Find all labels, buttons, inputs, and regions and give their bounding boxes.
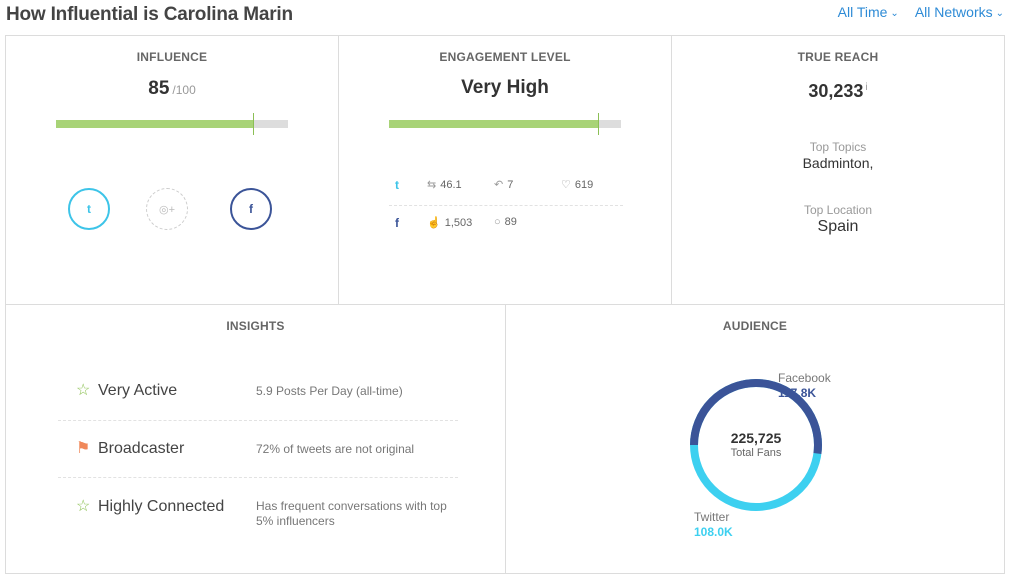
like-stat: ♡ 619 (561, 178, 594, 192)
facebook-engagement-row: f ☝ 1,503 ○ 89 (389, 209, 623, 239)
influence-progress-fill (56, 120, 254, 128)
like-count: 619 (574, 178, 594, 191)
instagram-network-button[interactable]: ◎+ (146, 188, 188, 230)
audience-donut-chart: 225,725 Total Fans (690, 379, 822, 511)
comment-icon: ○ (494, 216, 501, 228)
twitter-network-button[interactable]: t (68, 188, 110, 230)
fb-like-count: 1,503 (444, 216, 473, 229)
insight-desc: 72% of tweets are not original (256, 442, 415, 456)
true-reach-card: TRUE REACH 30,233 i Top Topics Badminton,… (671, 35, 1005, 305)
influence-progress-marker (253, 113, 255, 135)
info-icon[interactable]: i (865, 82, 868, 93)
filter-bar: All Time ⌄ All Networks ⌄ (838, 4, 1004, 20)
twitter-audience-label: Twitter (694, 510, 730, 524)
facebook-audience-value: 117.8K (778, 386, 817, 400)
retweet-count: 46.1 (440, 178, 462, 191)
twitter-icon: t (395, 178, 399, 192)
influence-title: INFLUENCE (136, 50, 208, 64)
top-topics-label: Top Topics (809, 140, 867, 154)
true-reach-value: 30,233 (808, 81, 864, 101)
engagement-card: ENGAGEMENT LEVEL Very High t ⇆ 46.1 ↶ 7 … (338, 35, 672, 305)
twitter-engagement-row: t ⇆ 46.1 ↶ 7 ♡ 619 (389, 171, 623, 201)
twitter-icon: t (87, 202, 91, 216)
insights-card: INSIGHTS ☆ Very Active 5.9 Posts Per Day… (5, 304, 506, 574)
influence-card: INFLUENCE 85/100 t ◎+ f (5, 35, 339, 305)
influence-score-value: 85 (148, 78, 170, 99)
influence-progress-bar (56, 113, 288, 135)
retweet-stat: ⇆ 46.1 (427, 178, 462, 192)
time-filter-dropdown[interactable]: All Time ⌄ (838, 4, 899, 20)
chevron-down-icon: ⌄ (995, 7, 1004, 19)
total-fans-value: 225,725 (731, 430, 782, 446)
top-location-value: Spain (817, 218, 859, 235)
insight-divider (58, 420, 458, 421)
insight-name: Highly Connected (98, 498, 225, 515)
fb-like-stat: ☝ 1,503 (427, 216, 473, 230)
facebook-audience-label: Facebook (778, 371, 831, 385)
top-topics-value: Badminton, (802, 155, 874, 171)
thumbs-up-icon: ☝ (427, 217, 441, 229)
insight-name: Very Active (98, 382, 178, 399)
insights-title: INSIGHTS (226, 319, 285, 333)
insight-divider (58, 477, 458, 478)
page-header: How Influential is Carolina Marin All Ti… (0, 0, 1012, 34)
engagement-divider (389, 205, 623, 206)
fb-comment-stat: ○ 89 (494, 216, 517, 228)
facebook-network-button[interactable]: f (230, 188, 272, 230)
star-outline-icon: ☆ (76, 382, 91, 399)
audience-card: AUDIENCE 225,725 Total Fans Facebook 117… (505, 304, 1005, 574)
insight-desc: 5.9 Posts Per Day (all-time) (256, 384, 403, 398)
time-filter-label: All Time (837, 4, 888, 20)
instagram-icon: ◎+ (158, 203, 176, 216)
influence-score-max: /100 (172, 83, 196, 97)
insight-name: Broadcaster (98, 440, 185, 457)
twitter-audience-value: 108.0K (694, 525, 733, 539)
engagement-progress-fill (389, 120, 598, 128)
reply-icon: ↶ (494, 179, 504, 191)
reply-stat: ↶ 7 (494, 178, 514, 192)
insight-desc: Has frequent conversations with top 5% i… (256, 499, 447, 528)
insight-item-highly-connected: ☆ Highly Connected Has frequent conversa… (58, 481, 458, 537)
engagement-progress-bar (389, 113, 621, 135)
chevron-down-icon: ⌄ (890, 7, 899, 19)
network-filter-dropdown[interactable]: All Networks ⌄ (915, 4, 1004, 20)
insight-item-broadcaster: ⚑ Broadcaster 72% of tweets are not orig… (58, 423, 458, 479)
facebook-audience-segment (690, 379, 822, 511)
fb-comment-count: 89 (504, 216, 517, 228)
reply-count: 7 (507, 178, 514, 191)
influence-score: 85/100 (6, 78, 338, 100)
network-filter-label: All Networks (914, 4, 993, 20)
flag-icon: ⚑ (76, 440, 91, 457)
audience-title: AUDIENCE (722, 319, 788, 333)
total-fans-label: Total Fans (731, 447, 782, 459)
top-location-label: Top Location (803, 203, 873, 217)
retweet-icon: ⇆ (427, 179, 437, 191)
facebook-icon: f (395, 216, 399, 230)
insight-item-very-active: ☆ Very Active 5.9 Posts Per Day (all-tim… (58, 365, 458, 421)
true-reach-title: TRUE REACH (797, 50, 879, 64)
engagement-level: Very High (461, 77, 549, 98)
engagement-progress-marker (597, 113, 599, 135)
page-title: How Influential is Carolina Marin (6, 4, 293, 25)
engagement-title: ENGAGEMENT LEVEL (439, 50, 571, 64)
heart-icon: ♡ (561, 179, 571, 191)
facebook-icon: f (249, 202, 253, 216)
star-outline-icon: ☆ (76, 498, 91, 515)
true-reach-value-wrap: 30,233 i (672, 81, 1004, 102)
